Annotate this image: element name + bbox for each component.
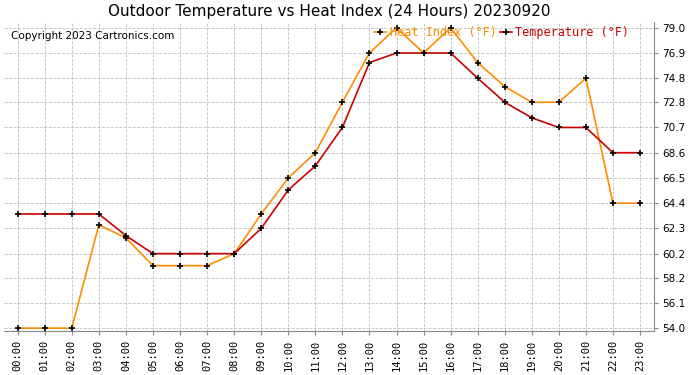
Heat Index (°F) xyxy=(365,51,373,55)
Heat Index (°F) xyxy=(636,201,644,206)
Heat Index (°F) xyxy=(501,84,509,89)
Heat Index (°F) xyxy=(582,76,590,81)
Temperature (°F) xyxy=(338,125,346,130)
Heat Index (°F) xyxy=(393,26,401,30)
Temperature (°F) xyxy=(230,251,238,256)
Heat Index (°F) xyxy=(446,26,455,30)
Legend: Heat Index (°F), Temperature (°F): Heat Index (°F), Temperature (°F) xyxy=(370,22,634,44)
Heat Index (°F) xyxy=(284,176,293,180)
Text: Copyright 2023 Cartronics.com: Copyright 2023 Cartronics.com xyxy=(10,31,174,41)
Temperature (°F) xyxy=(203,251,211,256)
Temperature (°F) xyxy=(636,150,644,155)
Temperature (°F) xyxy=(528,116,536,120)
Temperature (°F) xyxy=(582,125,590,130)
Temperature (°F) xyxy=(95,212,103,216)
Temperature (°F) xyxy=(176,251,184,256)
Heat Index (°F) xyxy=(257,212,266,216)
Heat Index (°F) xyxy=(122,236,130,240)
Temperature (°F) xyxy=(257,226,266,231)
Heat Index (°F) xyxy=(473,60,482,65)
Heat Index (°F) xyxy=(203,263,211,268)
Temperature (°F) xyxy=(122,233,130,238)
Heat Index (°F) xyxy=(528,100,536,105)
Temperature (°F) xyxy=(446,51,455,55)
Temperature (°F) xyxy=(555,125,563,130)
Heat Index (°F) xyxy=(41,326,49,330)
Heat Index (°F) xyxy=(68,326,76,330)
Heat Index (°F) xyxy=(609,201,617,206)
Heat Index (°F) xyxy=(555,100,563,105)
Temperature (°F) xyxy=(365,60,373,65)
Heat Index (°F) xyxy=(14,326,22,330)
Line: Heat Index (°F): Heat Index (°F) xyxy=(15,25,643,331)
Temperature (°F) xyxy=(420,51,428,55)
Heat Index (°F) xyxy=(230,251,238,256)
Heat Index (°F) xyxy=(311,150,319,155)
Temperature (°F) xyxy=(609,150,617,155)
Heat Index (°F) xyxy=(420,51,428,55)
Temperature (°F) xyxy=(311,164,319,168)
Temperature (°F) xyxy=(473,76,482,81)
Title: Outdoor Temperature vs Heat Index (24 Hours) 20230920: Outdoor Temperature vs Heat Index (24 Ho… xyxy=(108,4,550,19)
Temperature (°F) xyxy=(68,212,76,216)
Heat Index (°F) xyxy=(338,100,346,105)
Heat Index (°F) xyxy=(95,222,103,227)
Temperature (°F) xyxy=(393,51,401,55)
Temperature (°F) xyxy=(14,212,22,216)
Temperature (°F) xyxy=(284,188,293,192)
Heat Index (°F) xyxy=(176,263,184,268)
Line: Temperature (°F): Temperature (°F) xyxy=(15,50,643,256)
Temperature (°F) xyxy=(149,251,157,256)
Temperature (°F) xyxy=(501,100,509,105)
Heat Index (°F) xyxy=(149,263,157,268)
Temperature (°F) xyxy=(41,212,49,216)
